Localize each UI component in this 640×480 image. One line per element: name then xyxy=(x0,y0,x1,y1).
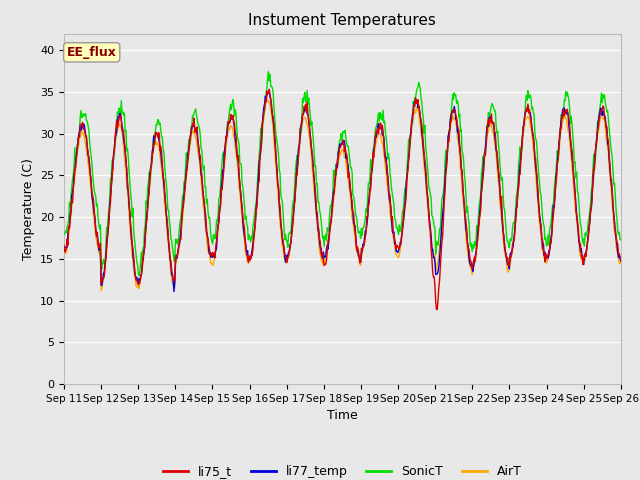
Legend: li75_t, li77_temp, SonicT, AirT: li75_t, li77_temp, SonicT, AirT xyxy=(158,460,527,480)
Title: Instument Temperatures: Instument Temperatures xyxy=(248,13,436,28)
Y-axis label: Temperature (C): Temperature (C) xyxy=(22,158,35,260)
X-axis label: Time: Time xyxy=(327,409,358,422)
Text: EE_flux: EE_flux xyxy=(67,46,116,59)
